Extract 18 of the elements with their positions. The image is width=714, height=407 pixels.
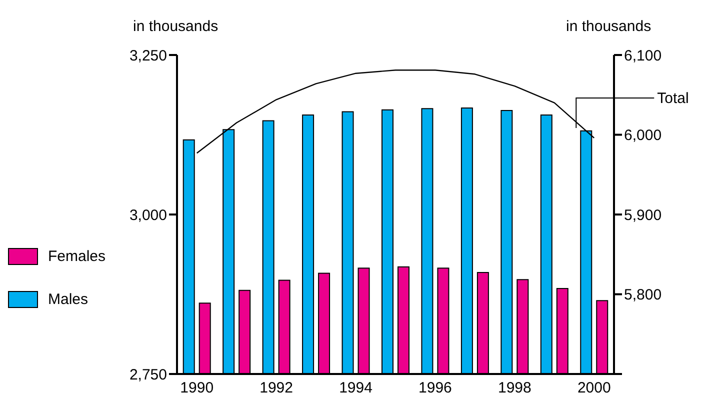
y2-axis-title: in thousands — [566, 18, 652, 35]
y-tick-label: 3,000 — [129, 206, 167, 224]
y-tick-label: 3,250 — [129, 47, 167, 64]
x-tick-label: 2000 — [577, 380, 611, 397]
y2-tick-label: 5,800 — [624, 286, 662, 304]
legend-label: Males — [48, 291, 88, 308]
y-tick-label: 2,750 — [129, 366, 167, 384]
text: Total — [657, 90, 689, 107]
x-tick-label: 1990 — [180, 380, 214, 397]
y-axis-title: in thousands — [133, 18, 218, 35]
x-tick-label: 1998 — [498, 380, 532, 397]
y2-tick-label: 5,900 — [624, 206, 662, 224]
y2-tick-label: 6,000 — [624, 127, 662, 144]
x-tick-label: 1996 — [418, 380, 452, 397]
legend-label: Females — [48, 248, 106, 265]
x-tick-label: 1992 — [260, 380, 294, 397]
x-tick-label: 1994 — [339, 380, 372, 397]
y2-tick-label: 6,100 — [624, 47, 662, 64]
